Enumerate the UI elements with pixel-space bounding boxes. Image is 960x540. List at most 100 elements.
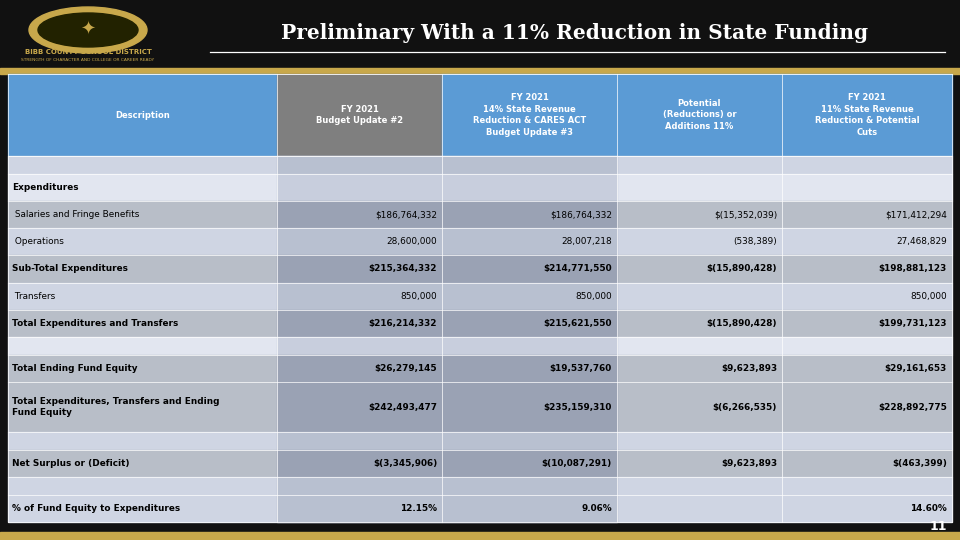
Text: $9,623,893: $9,623,893 (721, 459, 777, 468)
Text: 9.06%: 9.06% (581, 504, 612, 513)
Bar (277, 477, 443, 495)
Text: $242,493,477: $242,493,477 (369, 402, 437, 411)
Bar (443, 477, 617, 495)
Text: $19,537,760: $19,537,760 (550, 364, 612, 373)
Bar (443, 310, 617, 337)
Bar (443, 282, 617, 310)
Bar (8, 74, 277, 156)
Bar (277, 174, 443, 201)
Text: $228,892,775: $228,892,775 (878, 402, 947, 411)
Text: Transfers: Transfers (12, 292, 56, 301)
Text: 14.60%: 14.60% (910, 504, 947, 513)
Text: Preliminary With a 11% Reduction in State Funding: Preliminary With a 11% Reduction in Stat… (281, 23, 869, 43)
Text: Expenditures: Expenditures (12, 183, 79, 192)
Bar (782, 74, 952, 156)
Text: $199,731,123: $199,731,123 (878, 319, 947, 328)
Bar (8, 156, 952, 174)
Bar (277, 282, 443, 310)
Text: Total Expenditures, Transfers and Ending
Fund Equity: Total Expenditures, Transfers and Ending… (12, 397, 220, 417)
Bar (277, 337, 443, 355)
Bar (8, 201, 952, 228)
Bar (617, 74, 782, 156)
Bar (8, 255, 952, 282)
Text: 850,000: 850,000 (910, 292, 947, 301)
Text: $26,279,145: $26,279,145 (374, 364, 437, 373)
Ellipse shape (29, 7, 147, 53)
Bar (443, 495, 617, 522)
Bar (277, 156, 443, 174)
Bar (8, 282, 952, 310)
Bar (0, 0, 960, 68)
Bar (277, 355, 443, 382)
Bar (277, 495, 443, 522)
Text: 11: 11 (929, 521, 947, 534)
Bar (277, 228, 443, 255)
Bar (8, 174, 952, 201)
Text: 27,468,829: 27,468,829 (897, 237, 947, 246)
Bar (277, 450, 443, 477)
Text: $235,159,310: $235,159,310 (543, 402, 612, 411)
Text: $186,764,332: $186,764,332 (550, 210, 612, 219)
Bar (8, 477, 952, 495)
Text: BIBB COUNTY SCHOOL DISTRICT: BIBB COUNTY SCHOOL DISTRICT (25, 49, 152, 55)
Bar (8, 450, 952, 477)
Bar (8, 355, 952, 382)
Text: % of Fund Equity to Expenditures: % of Fund Equity to Expenditures (12, 504, 180, 513)
Bar (443, 156, 617, 174)
Text: FY 2021
14% State Revenue
Reduction & CARES ACT
Budget Update #3: FY 2021 14% State Revenue Reduction & CA… (473, 93, 587, 137)
Bar (443, 337, 617, 355)
Bar (443, 228, 617, 255)
Bar (277, 74, 443, 156)
Text: Total Expenditures and Transfers: Total Expenditures and Transfers (12, 319, 179, 328)
Bar (443, 201, 617, 228)
Bar (277, 255, 443, 282)
Bar (277, 432, 443, 450)
Text: $215,364,332: $215,364,332 (369, 265, 437, 273)
Text: (538,389): (538,389) (733, 237, 777, 246)
Bar (8, 337, 952, 355)
Text: $(15,890,428): $(15,890,428) (707, 319, 777, 328)
Text: Operations: Operations (12, 237, 64, 246)
Text: $186,764,332: $186,764,332 (375, 210, 437, 219)
Bar (443, 355, 617, 382)
Bar (8, 495, 952, 522)
Bar (443, 382, 617, 432)
Bar (443, 450, 617, 477)
Text: Potential
(Reductions) or
Additions 11%: Potential (Reductions) or Additions 11% (662, 99, 736, 131)
Bar (277, 310, 443, 337)
Text: $171,412,294: $171,412,294 (885, 210, 947, 219)
Bar (8, 228, 952, 255)
Text: $9,623,893: $9,623,893 (721, 364, 777, 373)
Text: $214,771,550: $214,771,550 (543, 265, 612, 273)
Text: FY 2021
Budget Update #2: FY 2021 Budget Update #2 (316, 105, 403, 125)
Text: 28,600,000: 28,600,000 (387, 237, 437, 246)
Bar (277, 382, 443, 432)
Text: $(3,345,906): $(3,345,906) (373, 459, 437, 468)
Text: Sub-Total Expenditures: Sub-Total Expenditures (12, 265, 128, 273)
Text: Total Ending Fund Equity: Total Ending Fund Equity (12, 364, 137, 373)
Bar (443, 74, 617, 156)
Ellipse shape (38, 13, 138, 47)
Bar (277, 201, 443, 228)
Text: $(10,087,291): $(10,087,291) (541, 459, 612, 468)
Bar (8, 310, 952, 337)
Text: Description: Description (115, 111, 170, 119)
Text: ✦: ✦ (81, 21, 96, 39)
Text: $(15,352,039): $(15,352,039) (714, 210, 777, 219)
Bar (8, 382, 952, 432)
Bar (443, 174, 617, 201)
Bar (443, 432, 617, 450)
Text: $29,161,653: $29,161,653 (885, 364, 947, 373)
Bar (8, 432, 952, 450)
Text: 12.15%: 12.15% (400, 504, 437, 513)
Text: $(15,890,428): $(15,890,428) (707, 265, 777, 273)
Text: 28,007,218: 28,007,218 (562, 237, 612, 246)
Text: $(463,399): $(463,399) (892, 459, 947, 468)
Text: 850,000: 850,000 (575, 292, 612, 301)
Bar (0, 532, 960, 540)
Text: $198,881,123: $198,881,123 (878, 265, 947, 273)
Bar (0, 68, 960, 74)
Text: Net Surplus or (Deficit): Net Surplus or (Deficit) (12, 459, 130, 468)
Text: STRENGTH OF CHARACTER AND COLLEGE OR CAREER READY: STRENGTH OF CHARACTER AND COLLEGE OR CAR… (21, 58, 155, 62)
Text: $215,621,550: $215,621,550 (543, 319, 612, 328)
